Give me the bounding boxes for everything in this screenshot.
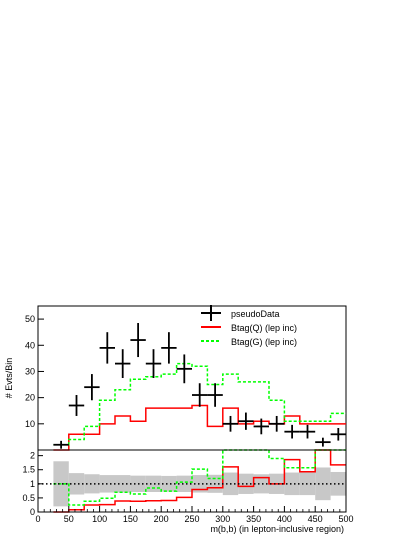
ratio-y-tick-label: 1 xyxy=(30,479,35,489)
data-point xyxy=(115,349,131,378)
data-point xyxy=(299,424,316,439)
data-point xyxy=(284,424,300,439)
data-point xyxy=(53,440,69,449)
x-tick-label: 300 xyxy=(215,514,230,524)
x-tick-label: 350 xyxy=(246,514,261,524)
data-point xyxy=(269,415,285,432)
main-y-tick-label: 40 xyxy=(25,340,35,350)
x-axis: 0 50 100 150 200 250 300 350 400 450 500 xyxy=(35,506,354,524)
x-tick-label: 50 xyxy=(64,514,74,524)
x-axis-label: m(b,b) (in lepton-inclusive region) xyxy=(210,524,344,534)
series-btag-q-lep-inc- xyxy=(53,404,346,451)
legend-entry-pseudodata: pseudoData xyxy=(201,305,280,321)
ratio-y-tick-label: 1.5 xyxy=(22,465,35,475)
uncertainty-band-bin xyxy=(192,475,208,493)
x-tick-label: 400 xyxy=(277,514,292,524)
data-point xyxy=(99,332,115,364)
x-tick-label: 450 xyxy=(308,514,323,524)
main-series-layer xyxy=(53,323,346,451)
data-point xyxy=(130,323,146,358)
ratio-y-axis: 0 0.5 1 1.5 2 xyxy=(22,451,43,517)
legend-entry-btag-g: Btag(G) (lep inc) xyxy=(201,337,297,347)
main-y-tick-label: 20 xyxy=(25,393,35,403)
ratio-series-btag-q-lep-inc- xyxy=(53,449,346,513)
data-point xyxy=(161,332,177,364)
data-point xyxy=(68,395,85,416)
legend-label-btag-q: Btag(Q) (lep inc) xyxy=(231,323,297,333)
x-tick-label: 100 xyxy=(92,514,107,524)
main-y-tick-label: 10 xyxy=(25,419,35,429)
x-tick-label: 150 xyxy=(123,514,138,524)
data-point xyxy=(176,354,192,384)
uncertainty-band-bin xyxy=(238,473,254,494)
uncertainty-band-bin xyxy=(284,472,300,496)
main-y-tick-label: 50 xyxy=(25,314,35,324)
main-y-axis: 10 20 30 40 50 xyxy=(25,314,44,429)
data-point xyxy=(222,415,239,432)
ratio-y-tick-label: 2 xyxy=(30,451,35,461)
ratio-series-btag-g-lep-inc- xyxy=(53,449,346,506)
y-axis-label: # Evts/Bin xyxy=(4,358,14,399)
series-btag-g-lep-inc- xyxy=(53,362,346,446)
data-point xyxy=(315,437,331,447)
legend-entry-btag-q: Btag(Q) (lep inc) xyxy=(201,323,297,333)
data-point xyxy=(330,428,346,441)
uncertainty-band-bin xyxy=(84,474,100,494)
x-tick-label: 250 xyxy=(184,514,199,524)
ratio-y-tick-label: 0 xyxy=(30,507,35,517)
x-tick-label: 500 xyxy=(338,514,353,524)
x-tick-label: 200 xyxy=(154,514,169,524)
data-point xyxy=(145,349,162,378)
uncertainty-band-bin xyxy=(161,475,177,492)
ratio-panel: 0 0.5 1 1.5 2 0 50 100 150 200 250 300 350 400 450 500… xyxy=(22,449,354,534)
uncertainty-band-bin xyxy=(68,473,85,495)
main-panel: 10 20 30 40 50 # Evts/Bin xyxy=(4,305,347,451)
uncertainty-band-bin xyxy=(176,475,192,492)
data-point xyxy=(207,383,223,407)
data-point xyxy=(192,383,208,407)
ratio-series-layer xyxy=(53,449,346,513)
uncertainty-band-bin xyxy=(253,474,269,494)
data-point xyxy=(84,374,100,401)
legend-label-pseudodata: pseudoData xyxy=(231,309,280,319)
legend-label-btag-g: Btag(G) (lep inc) xyxy=(231,337,297,347)
ratio-y-tick-label: 0.5 xyxy=(22,493,35,503)
data-point xyxy=(253,418,269,435)
main-y-tick-label: 30 xyxy=(25,366,35,376)
data-point xyxy=(238,412,254,430)
x-tick-label: 0 xyxy=(35,514,40,524)
legend: pseudoData Btag(Q) (lep inc) Btag(G) (le… xyxy=(201,305,297,347)
